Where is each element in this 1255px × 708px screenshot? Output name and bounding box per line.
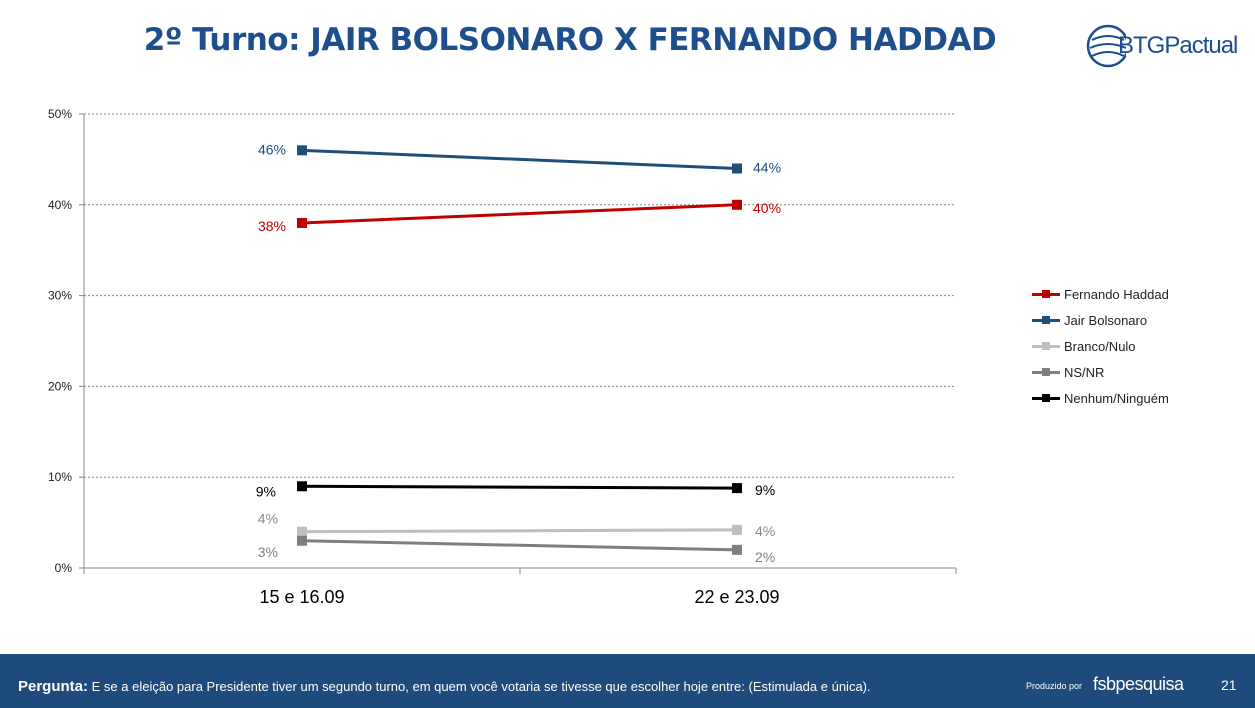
y-tick-label: 10%	[48, 470, 72, 484]
data-label: 4%	[258, 511, 278, 527]
data-label: 9%	[256, 483, 276, 499]
y-tick-label: 50%	[48, 107, 72, 121]
data-point	[732, 524, 742, 535]
legend-item: Fernando Haddad	[1032, 284, 1232, 310]
data-label: 9%	[755, 482, 775, 498]
question-text: E se a eleição para Presidente tiver um …	[91, 679, 871, 694]
logo-text: BTGPactual	[1118, 32, 1238, 59]
footer-bar: Pergunta: E se a eleição para Presidente…	[0, 654, 1255, 708]
y-tick-label: 20%	[48, 379, 72, 393]
series-line	[301, 203, 738, 225]
legend-swatch	[1032, 342, 1060, 350]
data-point	[297, 145, 307, 156]
chart-legend: Fernando Haddad Jair Bolsonaro Branco/Nulo…	[1032, 284, 1232, 414]
legend-item: Jair Bolsonaro	[1032, 310, 1232, 336]
legend-label: Branco/Nulo	[1064, 339, 1136, 354]
data-label: 2%	[755, 549, 775, 565]
x-tick-label: 15 e 16.09	[259, 587, 344, 607]
series-line	[301, 528, 738, 534]
data-point	[297, 217, 307, 228]
produced-by-label: Produzido por	[1026, 681, 1083, 691]
x-tick-label: 22 e 23.09	[694, 587, 779, 607]
series-line	[301, 539, 738, 552]
data-point	[297, 526, 307, 537]
legend-swatch	[1032, 316, 1060, 324]
question-label: Pergunta:	[18, 678, 89, 695]
data-point	[732, 199, 742, 210]
data-label: 4%	[755, 523, 775, 539]
data-point	[297, 481, 307, 492]
series-line	[301, 484, 738, 490]
data-point	[732, 163, 742, 174]
legend-label: NS/NR	[1064, 365, 1105, 380]
data-point	[297, 535, 307, 546]
legend-label: Jair Bolsonaro	[1064, 313, 1148, 328]
y-tick-label: 0%	[55, 561, 73, 575]
fsb-brand-logo: fsbpesquisa	[1093, 674, 1184, 694]
legend-swatch	[1032, 394, 1060, 402]
series-line	[301, 148, 738, 170]
survey-question: Pergunta: E se a eleição para Presidente…	[18, 678, 871, 695]
legend-item: Nenhum/Ninguém	[1032, 388, 1232, 414]
legend-swatch	[1032, 368, 1060, 376]
y-tick-label: 40%	[48, 198, 72, 212]
legend-item: Branco/Nulo	[1032, 336, 1232, 362]
data-point	[732, 483, 742, 494]
legend-item: NS/NR	[1032, 362, 1232, 388]
page-title: 2º Turno: JAIR BOLSONARO X FERNANDO HADD…	[143, 22, 997, 58]
data-label: 38%	[258, 218, 286, 234]
page-number: 21	[1221, 677, 1237, 693]
btg-pactual-logo: BTGPactual	[1086, 18, 1246, 74]
y-tick-label: 30%	[48, 289, 72, 303]
legend-swatch	[1032, 290, 1060, 298]
legend-label: Fernando Haddad	[1064, 287, 1169, 302]
data-label: 40%	[753, 200, 781, 216]
data-label: 3%	[258, 544, 278, 560]
legend-label: Nenhum/Ninguém	[1064, 391, 1169, 406]
line-chart: 0% 10% 20% 30% 40% 50% 15 e 16.09 22 e 23.09 38%…	[48, 107, 957, 607]
data-point	[732, 544, 742, 555]
data-label: 46%	[258, 141, 286, 157]
data-label: 44%	[753, 159, 781, 175]
